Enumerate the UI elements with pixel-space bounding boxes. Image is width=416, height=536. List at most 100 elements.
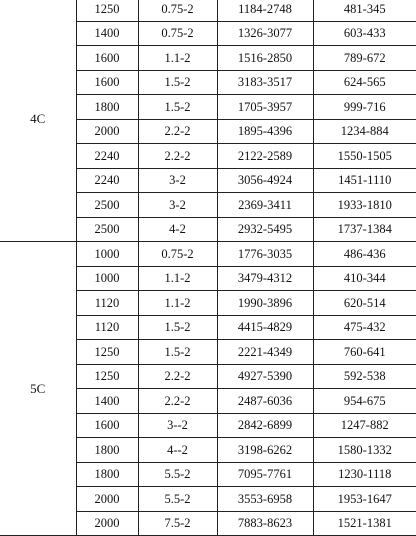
table-cell-col2: 4-2 xyxy=(137,216,218,242)
table-cell-col2: 1.5-2 xyxy=(137,94,218,120)
table-cell-col4: 760-641 xyxy=(312,339,416,365)
table-cell-col1: 2000 xyxy=(75,510,139,536)
table-cell-col4: 1247-882 xyxy=(312,412,416,438)
table-cell-col4: 1521-1381 xyxy=(312,510,416,536)
table-row: 1120 1.5-2 4415-4829 475-432 xyxy=(0,314,416,340)
table-cell-col3: 3056-4924 xyxy=(216,167,314,193)
table-cell-col2: 3-2 xyxy=(137,167,218,193)
table-cell-col2: 1.1-2 xyxy=(137,265,218,291)
table-cell-col1: 1800 xyxy=(75,437,139,463)
table-row: 1250 1.5-2 2221-4349 760-641 xyxy=(0,339,416,365)
table-row: 1600 1.1-2 1516-2850 789-672 xyxy=(0,45,416,71)
table-cell-col4: 1737-1384 xyxy=(312,216,416,242)
table-row: 1400 0.75-2 1326-3077 603-433 xyxy=(0,20,416,46)
table-cell-col4: 789-672 xyxy=(312,45,416,71)
table-cell-col1: 1600 xyxy=(75,69,139,95)
table-cell-col3: 4927-5390 xyxy=(216,363,314,389)
table-cell-col3: 1895-4396 xyxy=(216,118,314,144)
table-row: 2240 3-2 3056-4924 1451-1110 xyxy=(0,167,416,193)
table-cell-col4: 1451-1110 xyxy=(312,167,416,193)
table-cell-col2: 0.75-2 xyxy=(137,0,218,22)
table-cell-col2: 3-2 xyxy=(137,192,218,218)
table-cell-col1: 1250 xyxy=(75,363,139,389)
group-label-cell: 4C xyxy=(0,0,77,242)
table-cell-col4: 1230-1118 xyxy=(312,461,416,487)
table-cell-col4: 954-675 xyxy=(312,388,416,414)
table-row: 1800 4--2 3198-6262 1580-1332 xyxy=(0,437,416,463)
table-cell-col1: 1120 xyxy=(75,314,139,340)
table-cell-col1: 1250 xyxy=(75,0,139,22)
table-cell-col3: 3479-4312 xyxy=(216,265,314,291)
table-row: 5C 1000 0.75-2 1776-3035 486-436 xyxy=(0,241,416,536)
table-cell-col3: 1990-3896 xyxy=(216,290,314,316)
table-cell-col1: 1600 xyxy=(75,45,139,71)
table-cell-col4: 1234-884 xyxy=(312,118,416,144)
table-cell-col2: 2.2-2 xyxy=(137,388,218,414)
table-cell-col1: 1800 xyxy=(75,94,139,120)
table-cell-col1: 2500 xyxy=(75,192,139,218)
table-cell-col2: 7.5-2 xyxy=(137,510,218,536)
table-cell-col2: 1.5-2 xyxy=(137,314,218,340)
table-cell-col1: 1400 xyxy=(75,20,139,46)
table-cell-col3: 1516-2850 xyxy=(216,45,314,71)
table-cell-col1: 1120 xyxy=(75,290,139,316)
table-row: 1120 1.1-2 1990-3896 620-514 xyxy=(0,290,416,316)
table-cell-col3: 2221-4349 xyxy=(216,339,314,365)
table-cell-col2: 2.2-2 xyxy=(137,143,218,169)
table-cell-col4: 1550-1505 xyxy=(312,143,416,169)
table-cell-col3: 2369-3411 xyxy=(216,192,314,218)
table-row: 1000 1.1-2 3479-4312 410-344 xyxy=(0,265,416,291)
table-cell-col3: 7095-7761 xyxy=(216,461,314,487)
table-row: 2500 3-2 2369-3411 1933-1810 xyxy=(0,192,416,218)
table-cell-col4: 1580-1332 xyxy=(312,437,416,463)
table-row: 1600 1.5-2 3183-3517 624-565 xyxy=(0,69,416,95)
table-cell-col4: 999-716 xyxy=(312,94,416,120)
table-cell-col4: 486-436 xyxy=(312,241,416,267)
table-cell-col3: 3183-3517 xyxy=(216,69,314,95)
table-cell-col2: 4--2 xyxy=(137,437,218,463)
table-cell-col2: 2.2-2 xyxy=(137,363,218,389)
table-cell-col1: 2240 xyxy=(75,167,139,193)
table-row: 1250 2.2-2 4927-5390 592-538 xyxy=(0,363,416,389)
table-cell-col4: 1953-1647 xyxy=(312,486,416,512)
table-cell-col2: 1.5-2 xyxy=(137,69,218,95)
table-cell-col1: 1600 xyxy=(75,412,139,438)
table-cell-col1: 1400 xyxy=(75,388,139,414)
table-cell-col1: 1000 xyxy=(75,241,139,267)
table-row: 1800 1.5-2 1705-3957 999-716 xyxy=(0,94,416,120)
table-cell-col2: 2.2-2 xyxy=(137,118,218,144)
table-cell-col3: 3553-6958 xyxy=(216,486,314,512)
table-cell-col4: 481-345 xyxy=(312,0,416,22)
table-cell-col1: 1800 xyxy=(75,461,139,487)
table-cell-col2: 0.75-2 xyxy=(137,20,218,46)
table-row: 1800 5.5-2 7095-7761 1230-1118 xyxy=(0,461,416,487)
table-cell-col2: 0.75-2 xyxy=(137,241,218,267)
group-label-cell: 5C xyxy=(0,241,77,536)
table-cell-col1: 2000 xyxy=(75,486,139,512)
table-cell-col2: 5.5-2 xyxy=(137,486,218,512)
table-cell-col3: 1184-2748 xyxy=(216,0,314,22)
table-cell-col4: 592-538 xyxy=(312,363,416,389)
table-cell-col3: 7883-8623 xyxy=(216,510,314,536)
table-cell-col1: 2500 xyxy=(75,216,139,242)
table-cell-col2: 3--2 xyxy=(137,412,218,438)
table-cell-col1: 1000 xyxy=(75,265,139,291)
table-cell-col3: 2932-5495 xyxy=(216,216,314,242)
table-cell-col4: 475-432 xyxy=(312,314,416,340)
table-cell-col2: 1.1-2 xyxy=(137,290,218,316)
table-cell-col1: 1250 xyxy=(75,339,139,365)
table-cell-col3: 2487-6036 xyxy=(216,388,314,414)
table-cell-col2: 1.1-2 xyxy=(137,45,218,71)
table-cell-col3: 2842-6899 xyxy=(216,412,314,438)
table-row: 2000 2.2-2 1895-4396 1234-884 xyxy=(0,118,416,144)
table-cell-col1: 2240 xyxy=(75,143,139,169)
table-cell-col3: 1326-3077 xyxy=(216,20,314,46)
table-cell-col4: 603-433 xyxy=(312,20,416,46)
table-cell-col3: 1776-3035 xyxy=(216,241,314,267)
table-cell-col4: 410-344 xyxy=(312,265,416,291)
table-cell-col4: 624-565 xyxy=(312,69,416,95)
table-row: 2000 5.5-2 3553-6958 1953-1647 xyxy=(0,486,416,512)
